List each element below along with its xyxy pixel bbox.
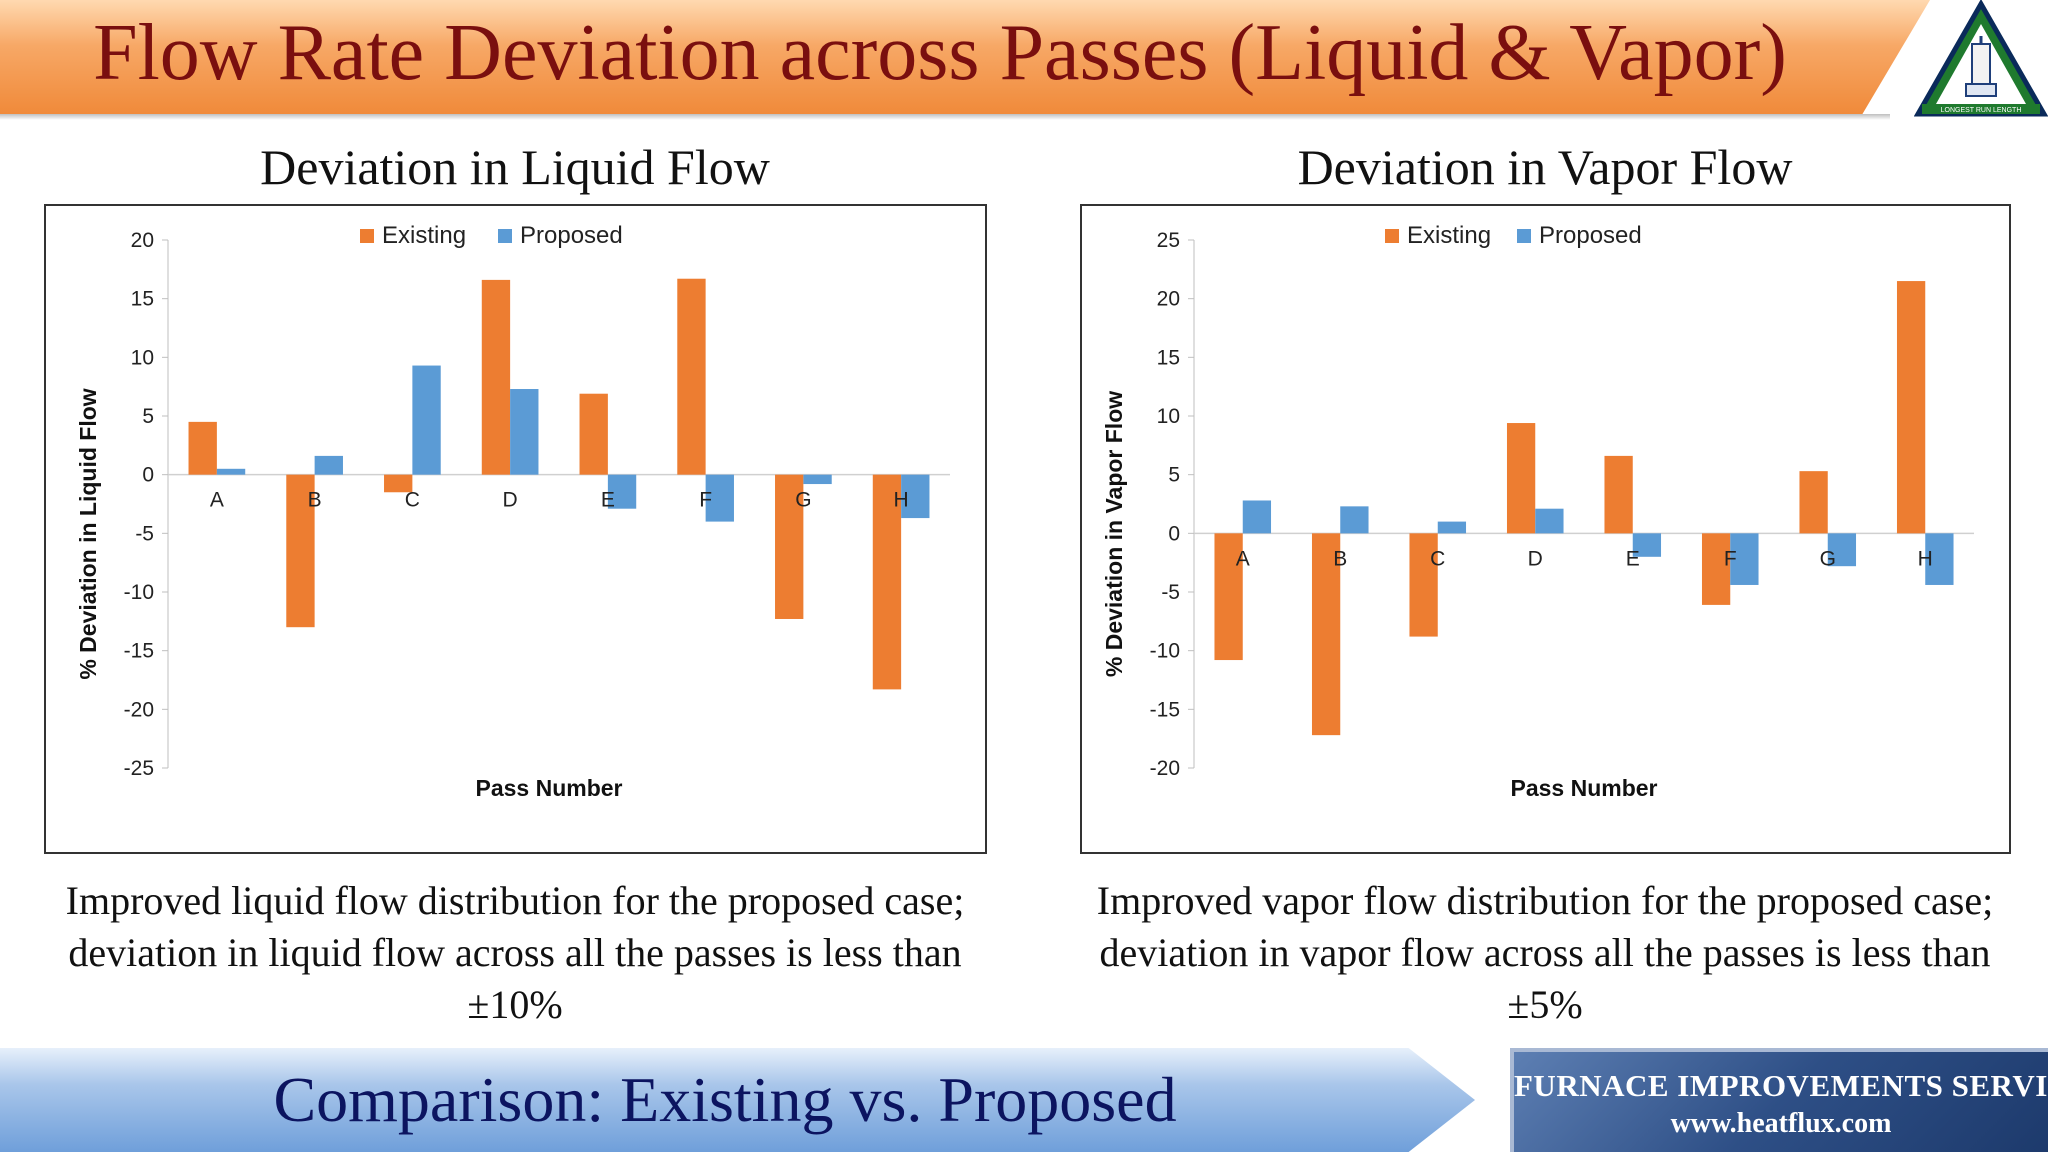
category-label-F: F xyxy=(699,489,712,512)
y-tick-label: -10 xyxy=(1150,640,1180,663)
category-label-C: C xyxy=(405,489,420,512)
legend-swatch-existing xyxy=(360,229,374,243)
bar-existing-D xyxy=(481,279,511,475)
title-banner xyxy=(0,0,1930,114)
category-label-C: C xyxy=(1430,547,1445,570)
bar-existing-G xyxy=(1799,471,1828,534)
bar-existing-A xyxy=(188,421,217,475)
bar-proposed-C xyxy=(412,365,441,475)
bar-proposed-F xyxy=(705,474,734,522)
category-label-D: D xyxy=(503,489,518,512)
bar-proposed-A xyxy=(1242,500,1272,534)
company-box: FURNACE IMPROVEMENTS SERVICES www.heatfl… xyxy=(1510,1048,2048,1152)
bar-proposed-A xyxy=(216,468,246,475)
bar-proposed-H xyxy=(1925,533,1954,585)
category-label-H: H xyxy=(894,489,909,512)
y-tick-label: -5 xyxy=(135,522,154,545)
bar-existing-H xyxy=(1896,281,1926,534)
bar-existing-A xyxy=(1214,533,1243,661)
bar-existing-C xyxy=(1409,533,1438,637)
category-label-B: B xyxy=(308,489,322,512)
y-tick-label: -20 xyxy=(124,698,154,721)
bar-existing-B xyxy=(286,474,315,628)
bar-existing-E xyxy=(1604,455,1633,534)
category-label-A: A xyxy=(1236,547,1250,570)
legend-label-existing: Existing xyxy=(382,222,466,249)
category-label-G: G xyxy=(795,489,811,512)
bar-proposed-B xyxy=(1340,506,1369,534)
y-axis-title: % Deviation in Liquid Flow xyxy=(75,388,101,679)
comparison-title: Comparison: Existing vs. Proposed xyxy=(273,1064,1177,1135)
bar-proposed-H xyxy=(901,474,930,519)
page-title: Flow Rate Deviation across Passes (Liqui… xyxy=(93,9,1787,97)
company-url[interactable]: www.heatflux.com xyxy=(1670,1108,1892,1139)
category-label-E: E xyxy=(601,489,615,512)
liquid-caption: Improved liquid flow distribution for th… xyxy=(65,878,965,1027)
y-tick-label: 5 xyxy=(142,405,154,428)
bar-proposed-G xyxy=(1827,533,1857,567)
legend-swatch-existing xyxy=(1385,229,1399,243)
legend-swatch-proposed xyxy=(498,229,512,243)
bar-existing-E xyxy=(579,393,608,475)
y-tick-label: 20 xyxy=(131,229,154,252)
category-label-H: H xyxy=(1918,547,1933,570)
bar-proposed-C xyxy=(1437,521,1467,534)
category-label-F: F xyxy=(1724,547,1737,570)
y-axis-title: % Deviation in Vapor Flow xyxy=(1101,391,1127,677)
y-tick-label: 10 xyxy=(1157,405,1180,428)
vapor-chart-svg: 25 20 15 10 5 0 -5 -10 -15 -20 A B C D E F G H Pass Number… xyxy=(1101,222,1974,801)
bar-existing-F xyxy=(1701,533,1731,605)
bar-proposed-F xyxy=(1730,533,1759,585)
liquid-chart-heading: Deviation in Liquid Flow xyxy=(260,139,770,195)
category-label-G: G xyxy=(1820,547,1836,570)
y-tick-label: -10 xyxy=(124,581,154,604)
liquid-chart-svg: 20 15 10 5 0 -5 -10 -15 -20 -25 A B C D E F G H Pass Numbe… xyxy=(75,222,950,801)
company-logo: LONGEST RUN LENGTH xyxy=(1914,0,2048,117)
bar-proposed-D xyxy=(510,389,539,475)
y-tick-label: 0 xyxy=(142,464,154,487)
vapor-caption: Improved vapor flow distribution for the… xyxy=(1096,878,1994,1027)
bar-existing-H xyxy=(872,474,902,690)
y-tick-label: 15 xyxy=(131,288,154,311)
y-tick-label: 0 xyxy=(1168,522,1180,545)
y-tick-label: 20 xyxy=(1157,288,1180,311)
category-label-D: D xyxy=(1528,547,1543,570)
y-tick-label: 15 xyxy=(1157,346,1180,369)
y-tick-label: 10 xyxy=(131,346,154,369)
title-banner-shadow xyxy=(0,114,1890,120)
bar-existing-D xyxy=(1506,423,1536,534)
x-axis-title: Pass Number xyxy=(1510,775,1657,801)
liquid-chart: 20 15 10 5 0 -5 -10 -15 -20 -25 A B C D E F G H Pass Numbe… xyxy=(44,204,987,854)
bar-proposed-D xyxy=(1535,508,1564,534)
y-tick-label: -15 xyxy=(1150,698,1180,721)
legend-label-existing: Existing xyxy=(1407,222,1491,249)
y-tick-label: 5 xyxy=(1168,464,1180,487)
y-tick-label: 25 xyxy=(1157,229,1180,252)
bar-proposed-E xyxy=(607,474,637,509)
vapor-chart: 25 20 15 10 5 0 -5 -10 -15 -20 A B C D E F G H Pass Number… xyxy=(1080,204,2011,854)
bar-existing-G xyxy=(775,474,804,619)
bar-proposed-B xyxy=(314,455,343,475)
logo-bottom-text: LONGEST RUN LENGTH xyxy=(1941,107,2022,114)
bar-existing-C xyxy=(384,474,413,493)
legend-swatch-proposed xyxy=(1517,229,1531,243)
comparison-banner xyxy=(0,1048,1475,1152)
legend-label-proposed: Proposed xyxy=(520,222,623,249)
y-tick-label: -5 xyxy=(1161,581,1180,604)
category-label-A: A xyxy=(210,489,224,512)
y-tick-label: -20 xyxy=(1150,757,1180,780)
y-tick-label: -25 xyxy=(124,757,154,780)
bar-existing-F xyxy=(677,278,706,475)
category-label-B: B xyxy=(1333,547,1347,570)
x-axis-title: Pass Number xyxy=(475,775,622,801)
y-tick-label: -15 xyxy=(124,640,154,663)
vapor-chart-heading: Deviation in Vapor Flow xyxy=(1297,139,1793,195)
bar-existing-B xyxy=(1311,533,1341,736)
category-label-E: E xyxy=(1626,547,1640,570)
bar-proposed-G xyxy=(803,474,832,485)
bar-proposed-E xyxy=(1632,533,1662,557)
company-name: FURNACE IMPROVEMENTS SERVICES xyxy=(1514,1068,2048,1103)
legend-label-proposed: Proposed xyxy=(1539,222,1642,249)
